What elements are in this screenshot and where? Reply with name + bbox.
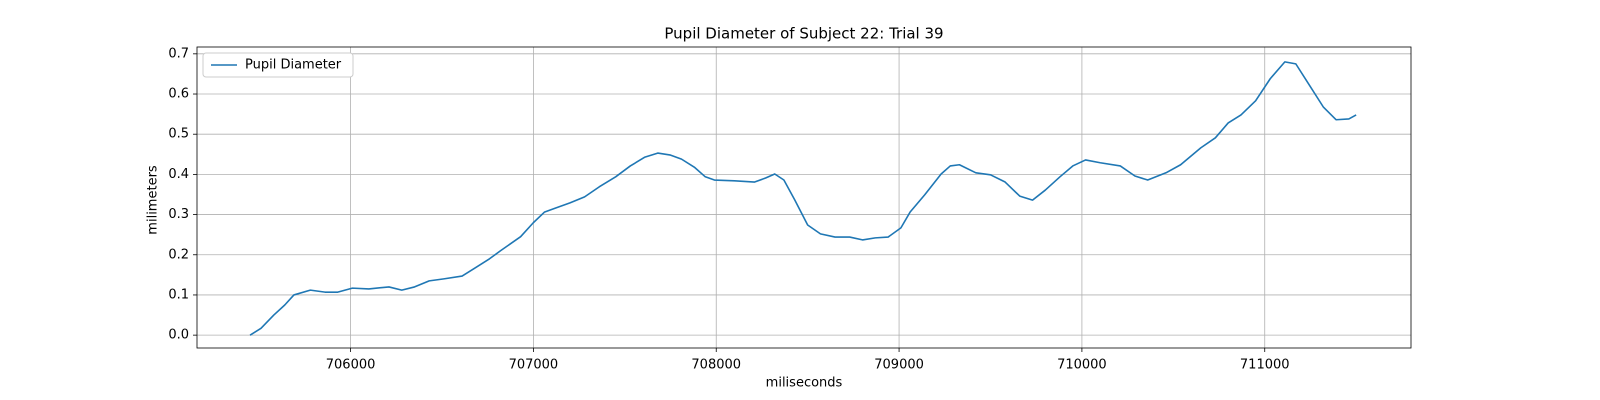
y-tick-label: 0.5: [168, 127, 189, 142]
x-tick-label: 710000: [1057, 358, 1107, 373]
y-axis-label: milimeters: [146, 165, 161, 235]
legend-label: Pupil Diameter: [245, 58, 342, 73]
legend-box: [202, 52, 354, 78]
y-tick-label: 0.3: [168, 207, 189, 222]
x-tick-label: 707000: [509, 358, 559, 373]
x-tick-label: 706000: [326, 358, 376, 373]
y-tick-label: 0.1: [168, 287, 189, 302]
x-tick-label: 711000: [1240, 358, 1290, 373]
y-tick-label: 0.6: [168, 87, 189, 102]
chart-title: Pupil Diameter of Subject 22: Trial 39: [664, 25, 943, 43]
legend: Pupil Diameter: [202, 52, 354, 78]
x-tick-label: 709000: [874, 358, 924, 373]
plot-frame: [196, 46, 1412, 349]
x-axis-label: miliseconds: [766, 376, 843, 391]
y-tick-label: 0.2: [168, 247, 189, 262]
data-line: [249, 61, 1357, 336]
y-tick-label: 0.7: [168, 46, 189, 61]
y-tick-label: 0.4: [168, 167, 189, 182]
y-tick-label: 0.0: [168, 328, 189, 343]
x-tick-label: 708000: [691, 358, 741, 373]
